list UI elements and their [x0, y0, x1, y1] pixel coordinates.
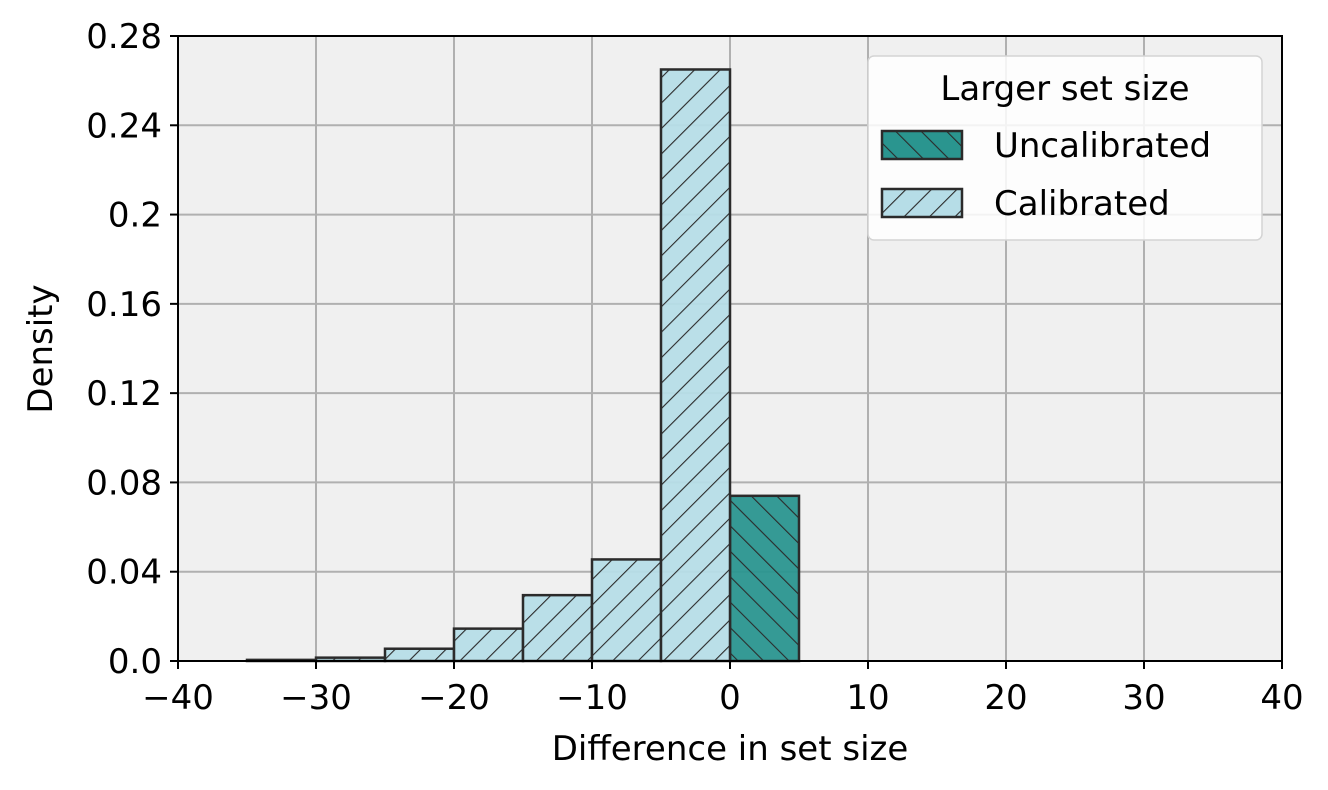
x-ticks: −40 −30 −20 −10 0 10 20 30 40	[142, 661, 1304, 718]
legend-box	[867, 55, 1263, 241]
bar-calibrated	[452, 627, 525, 663]
y-tick-label: 0.28	[86, 17, 162, 57]
y-tick-label: 0.04	[86, 553, 162, 593]
y-ticks: 0.0 0.04 0.08 0.12 0.16 0.2 0.24 0.28	[86, 17, 178, 682]
legend: Larger set size Uncalibrated Calibrated	[867, 55, 1263, 241]
bar-calibrated	[521, 593, 594, 663]
legend-swatch-uncalibrated	[880, 129, 964, 161]
y-tick-label: 0.24	[86, 106, 162, 146]
x-tick-label: 10	[846, 678, 889, 718]
legend-label-calibrated: Calibrated	[994, 184, 1170, 224]
y-axis-label: Density	[21, 284, 61, 413]
x-tick-label: −40	[142, 678, 214, 718]
y-tick-label: 0.08	[86, 463, 162, 503]
x-tick-label: −30	[280, 678, 352, 718]
bar-calibrated	[590, 558, 663, 663]
x-tick-label: −10	[556, 678, 628, 718]
y-tick-label: 0.2	[108, 196, 162, 236]
y-tick-label: 0.16	[86, 285, 162, 325]
x-tick-label: 40	[1260, 678, 1303, 718]
bar-uncalibrated	[728, 494, 801, 663]
bar-calibrated	[383, 647, 456, 663]
x-tick-label: 20	[984, 678, 1027, 718]
x-tick-label: 0	[719, 678, 741, 718]
bars	[245, 68, 801, 663]
legend-swatch-calibrated	[880, 187, 964, 219]
y-tick-label: 0.0	[108, 642, 162, 682]
bar-calibrated	[659, 68, 732, 663]
legend-label-uncalibrated: Uncalibrated	[994, 126, 1211, 166]
y-tick-label: 0.12	[86, 374, 162, 414]
x-axis-label: Difference in set size	[552, 729, 909, 769]
legend-title: Larger set size	[940, 69, 1189, 109]
x-tick-label: 30	[1122, 678, 1165, 718]
x-tick-label: −20	[418, 678, 490, 718]
